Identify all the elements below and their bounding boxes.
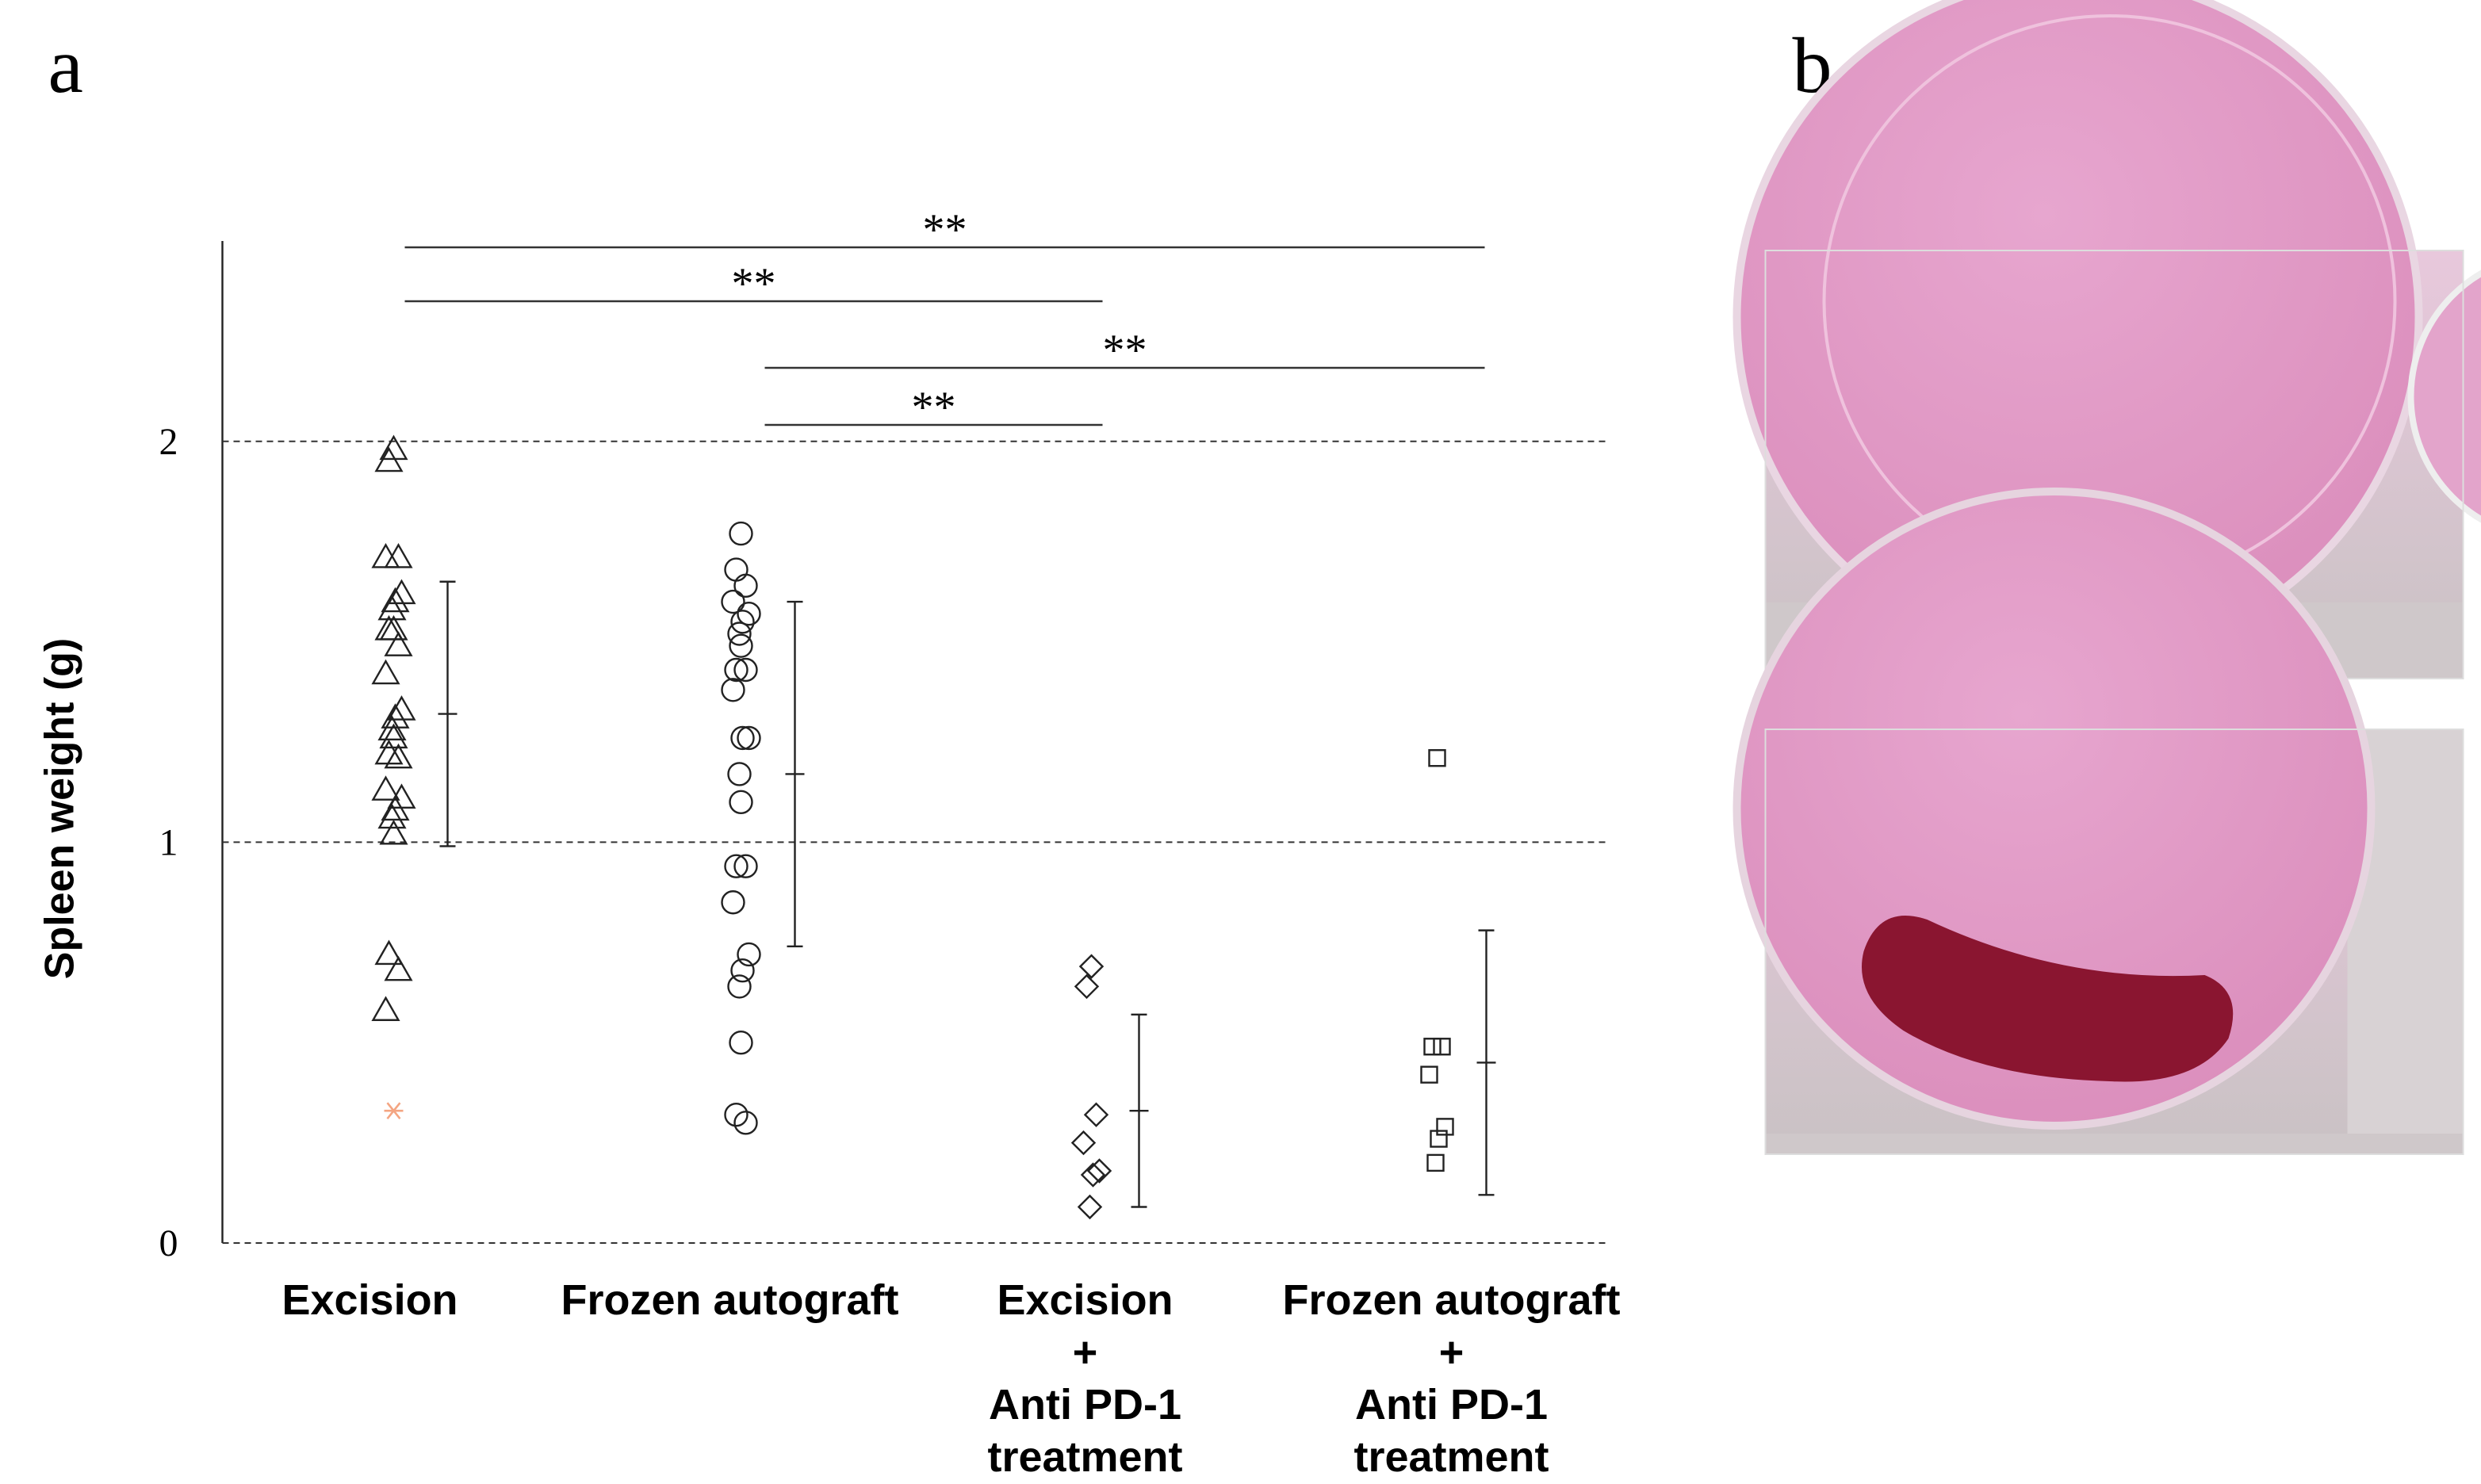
data-point bbox=[1428, 749, 1446, 767]
data-point bbox=[374, 615, 404, 641]
y-axis-label: Spleen weight (g) bbox=[37, 638, 83, 979]
data-point bbox=[1078, 954, 1105, 979]
data-point bbox=[1083, 1102, 1109, 1127]
data-point bbox=[371, 775, 400, 801]
data-point bbox=[1436, 1118, 1454, 1136]
data-point bbox=[730, 958, 755, 983]
y-tick-label: 0 bbox=[159, 1222, 178, 1264]
data-point bbox=[374, 446, 404, 472]
significance-label: ** bbox=[732, 259, 776, 308]
data-point bbox=[1070, 1130, 1097, 1156]
data-point bbox=[729, 790, 753, 815]
data-point bbox=[729, 633, 753, 658]
data-point bbox=[381, 795, 410, 821]
data-point bbox=[374, 939, 404, 966]
data-point bbox=[1420, 1065, 1438, 1084]
data-point bbox=[371, 996, 400, 1021]
data-point bbox=[729, 1030, 753, 1055]
data-point bbox=[1077, 1194, 1103, 1220]
data-point bbox=[733, 657, 758, 683]
x-tick-label: Frozen autograft bbox=[1283, 1276, 1621, 1324]
data-point bbox=[733, 573, 758, 599]
data-point bbox=[724, 1103, 749, 1127]
x-tick-label: + bbox=[1073, 1329, 1098, 1376]
data-point bbox=[371, 543, 400, 568]
data-point bbox=[384, 743, 413, 769]
data-point bbox=[381, 587, 410, 613]
data-point bbox=[1080, 1162, 1106, 1188]
error-bar bbox=[438, 580, 458, 847]
data-point bbox=[730, 725, 755, 751]
data-point bbox=[737, 725, 761, 751]
panel-label: a bbox=[48, 21, 83, 109]
x-tick-label: Anti PD-1 bbox=[989, 1381, 1181, 1429]
data-point bbox=[727, 622, 752, 646]
data-point bbox=[377, 715, 407, 741]
data-point bbox=[1074, 973, 1100, 1000]
data-point bbox=[724, 657, 749, 683]
data-point bbox=[387, 579, 416, 605]
error-bar bbox=[1129, 1013, 1149, 1208]
data-point bbox=[384, 631, 413, 656]
significance-label: ** bbox=[912, 383, 956, 432]
data-point bbox=[1423, 1038, 1442, 1056]
data-point bbox=[379, 615, 408, 641]
x-tick-label: Frozen autograft bbox=[561, 1276, 899, 1324]
data-point bbox=[733, 854, 758, 878]
photo bbox=[1732, 488, 2464, 1155]
x-tick-label: treatment bbox=[1353, 1433, 1549, 1481]
data-point bbox=[384, 955, 413, 981]
x-tick-label: treatment bbox=[987, 1433, 1182, 1481]
significance-label: ** bbox=[1103, 326, 1147, 375]
y-tick-label: 1 bbox=[159, 821, 178, 863]
data-point bbox=[737, 602, 761, 626]
data-point bbox=[724, 854, 749, 878]
x-tick-label: Excision bbox=[997, 1276, 1173, 1324]
data-point bbox=[730, 610, 755, 634]
error-bar bbox=[1476, 929, 1496, 1196]
data-point bbox=[377, 803, 407, 829]
outlier-point bbox=[384, 1102, 404, 1119]
x-tick-label: Anti PD-1 bbox=[1355, 1381, 1548, 1429]
data-point bbox=[387, 695, 416, 721]
error-bar bbox=[785, 600, 805, 948]
data-point bbox=[721, 678, 745, 702]
data-point bbox=[727, 974, 752, 999]
data-point bbox=[371, 659, 400, 685]
data-point bbox=[379, 819, 408, 845]
data-point bbox=[384, 543, 413, 568]
data-point bbox=[721, 589, 745, 614]
y-tick-label: 2 bbox=[159, 421, 178, 463]
data-point bbox=[1430, 1130, 1448, 1148]
significance-label: ** bbox=[923, 205, 967, 254]
data-point bbox=[1433, 1038, 1451, 1056]
data-point bbox=[729, 521, 753, 546]
data-point bbox=[721, 890, 745, 915]
data-point bbox=[379, 723, 408, 749]
x-tick-label: Excision bbox=[281, 1276, 458, 1324]
x-tick-label: + bbox=[1439, 1329, 1464, 1376]
data-point bbox=[724, 557, 749, 582]
data-point bbox=[733, 1111, 758, 1135]
data-point bbox=[737, 942, 761, 967]
data-point bbox=[1426, 1153, 1445, 1172]
data-point bbox=[1086, 1158, 1112, 1184]
data-point bbox=[727, 762, 752, 786]
